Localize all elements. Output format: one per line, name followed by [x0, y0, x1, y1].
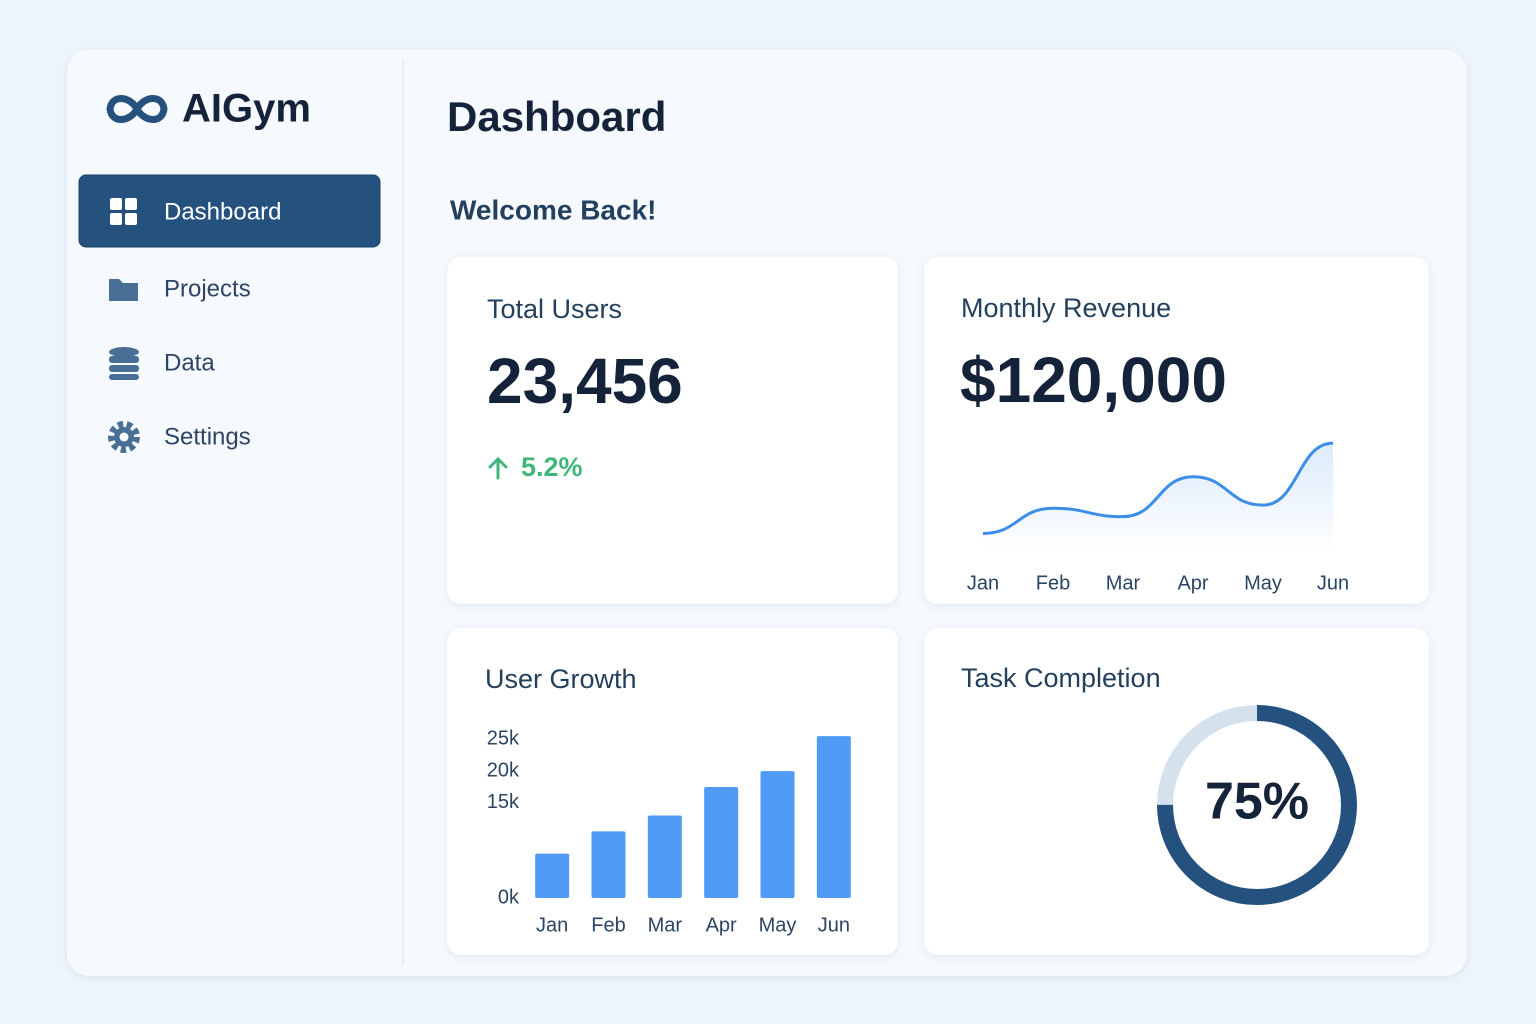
nav-item[interactable]: Dashboard	[78, 174, 381, 248]
nav-label: Dashboard	[164, 198, 281, 225]
bar	[535, 853, 570, 898]
nav-label: Settings	[164, 423, 251, 450]
x-tick-label: May	[759, 914, 797, 936]
line-series	[982, 441, 1334, 535]
x-tick-label: Jan	[536, 914, 568, 936]
bar	[760, 771, 795, 898]
nav-active-bg	[78, 174, 381, 248]
nav-label: Projects	[164, 275, 251, 302]
card-title: User Growth	[485, 664, 637, 694]
card-title: Total Users	[487, 294, 622, 324]
nav-icon	[110, 198, 137, 225]
donut-arc	[1157, 705, 1357, 905]
x-tick-label: Feb	[591, 914, 625, 936]
x-tick-label: Feb	[1036, 572, 1070, 594]
card	[447, 257, 898, 604]
x-tick-label: Jun	[818, 914, 850, 936]
page-title: Dashboard	[447, 93, 666, 140]
nav-label: Data	[164, 349, 215, 376]
x-tick-label: Jun	[1317, 572, 1349, 594]
donut-label: 75%	[1205, 773, 1309, 831]
nav-item[interactable]: Settings	[108, 421, 251, 453]
y-tick-label: 15k	[487, 791, 520, 813]
card-title: Monthly Revenue	[961, 293, 1171, 323]
y-tick-label: 0k	[498, 886, 520, 908]
bar	[591, 831, 626, 898]
logo-icon	[106, 95, 168, 123]
bar	[647, 815, 682, 898]
nav-icon	[109, 279, 138, 301]
nav-item[interactable]: Projects	[109, 275, 251, 302]
y-tick-label: 20k	[487, 759, 520, 781]
stat-change: 5.2%	[521, 452, 583, 482]
x-tick-label: Mar	[1106, 572, 1141, 594]
card	[924, 628, 1429, 955]
bar	[704, 786, 739, 898]
up-arrow	[488, 456, 508, 480]
welcome-text: Welcome Back!	[450, 194, 656, 225]
bar	[816, 736, 851, 898]
x-tick-label: May	[1244, 572, 1282, 594]
nav-icon	[108, 421, 140, 453]
x-tick-label: Jan	[967, 572, 999, 594]
brand-name: AIGym	[182, 87, 311, 131]
x-tick-label: Apr	[706, 914, 737, 936]
nav-item[interactable]: Data	[109, 347, 215, 380]
revenue-value: $120,000	[960, 344, 1227, 416]
x-tick-label: Mar	[648, 914, 683, 936]
card-title: Task Completion	[961, 663, 1161, 693]
x-tick-label: Apr	[1177, 572, 1208, 594]
stat-value: 23,456	[487, 345, 683, 417]
nav-icon	[109, 347, 139, 380]
y-tick-label: 25k	[487, 728, 520, 750]
